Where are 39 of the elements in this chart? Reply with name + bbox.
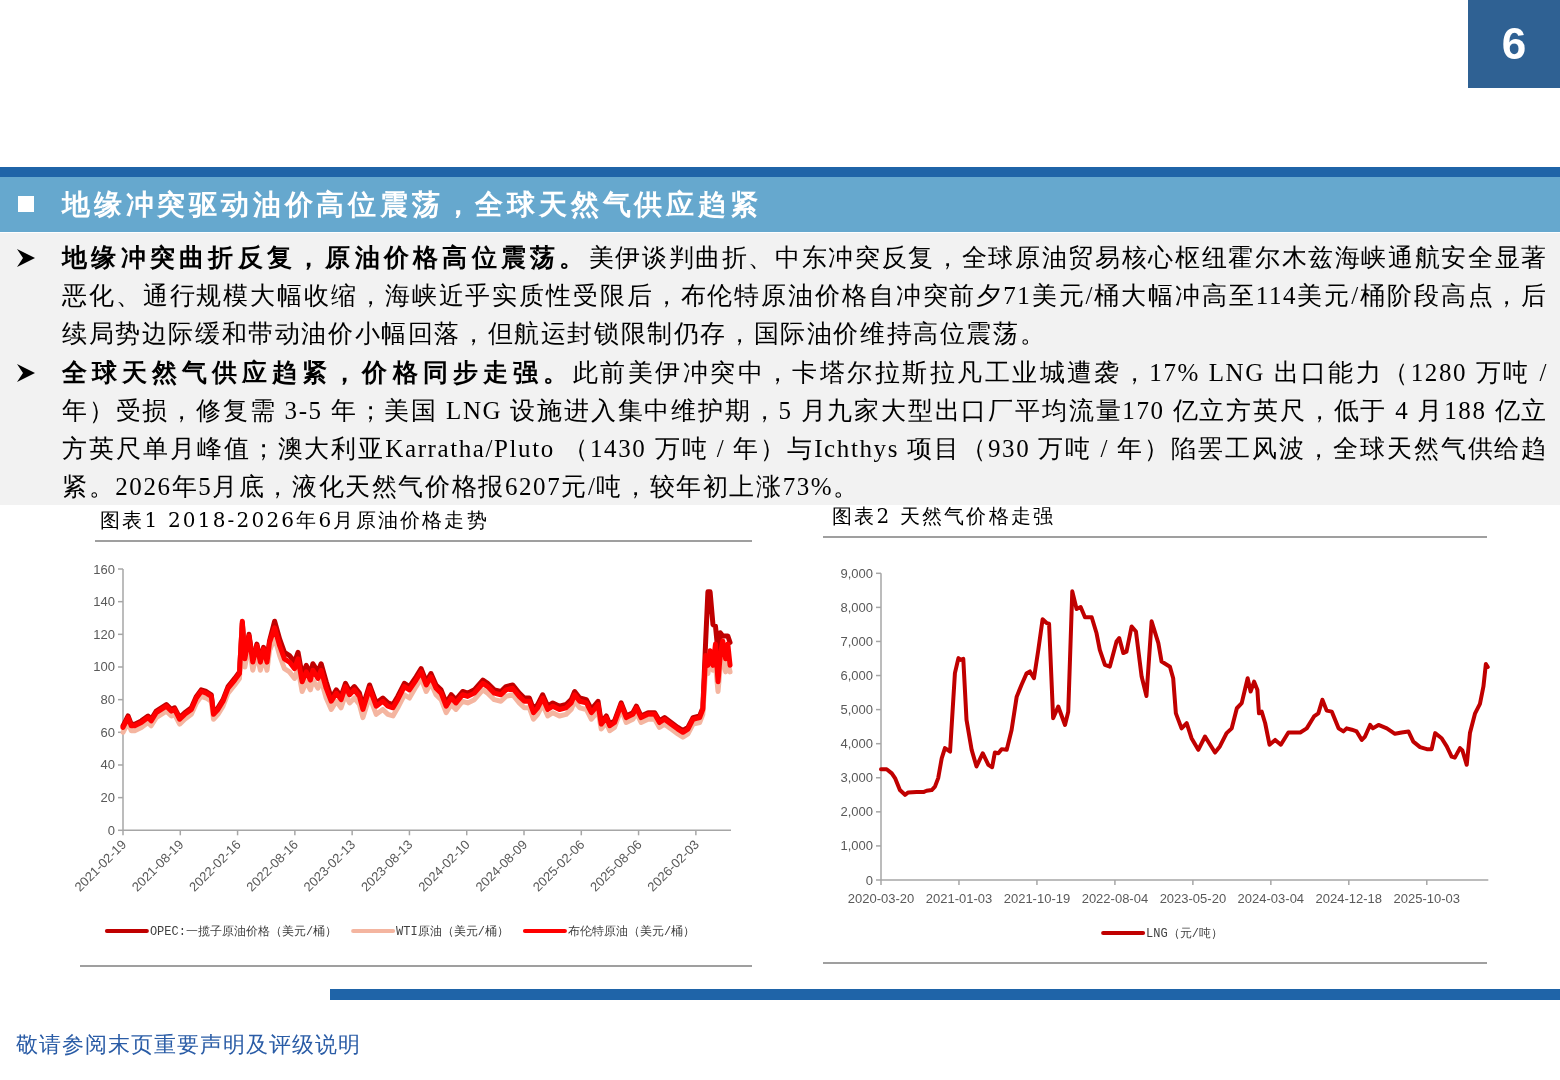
legend-label: LNG（元/吨） [1146, 927, 1223, 941]
y-tick-label: 140 [93, 594, 115, 610]
x-tick-label: 2022-08-04 [1081, 891, 1149, 906]
y-tick-label: 5,000 [840, 702, 873, 718]
y-tick-label: 20 [100, 790, 115, 806]
y-tick-label: 9,000 [840, 565, 873, 581]
x-tick-label: 2024-12-18 [1315, 891, 1383, 906]
y-tick-label: 4,000 [840, 736, 873, 752]
y-tick-label: 60 [100, 724, 115, 740]
x-tick-label: 2025-10-03 [1393, 891, 1461, 906]
y-tick-label: 2,000 [840, 804, 873, 820]
text: 地缘冲突驱动油价高位震荡，全球天然气供应趋紧 [62, 188, 762, 221]
x-tick-label: 2021-01-03 [925, 891, 993, 906]
line-series [879, 589, 1490, 797]
y-tick-label: 3,000 [840, 770, 873, 786]
text: 6 [1501, 19, 1527, 68]
y-tick-label: 100 [93, 659, 115, 675]
legend-label: 布伦特原油（美元/桶） [567, 924, 696, 939]
text: 全球天然气供应趋紧，价格同步走强。此前美伊冲突中，卡塔尔拉斯拉凡工业城遭袭，17% LNG 出口能力（1280 万吨 / 年）受损，修复需 3-5 年；美国 LNG 设施进入集中维护期，5 月九家大型出口厂平均流量170 亿立方英尺，低于 4 月188 亿立方英尺单月峰值；澳大利亚Karratha/Pluto （1430 万吨 / 年）与Ichthys 项目（930 万吨 / 年）陷罢工风波，全球天然气供给趋紧。2026年5月底，液化天然气价格报6207元/吨，较年初上涨73%。 [62, 358, 1549, 501]
text: 敬请参阅末页重要声明及评级说明 [16, 1032, 361, 1057]
chart-title: 图表1 2018-2026年6月原油价格走势 [100, 508, 489, 532]
y-tick-label: 80 [100, 692, 115, 708]
y-tick-label: 7,000 [840, 633, 873, 649]
y-tick-label: 120 [93, 626, 115, 642]
y-tick-label: 8,000 [840, 599, 873, 615]
legend-label: OPEC:一揽子原油价格（美元/桶） [149, 924, 338, 939]
y-tick-label: 6,000 [840, 668, 873, 684]
legend-label: WTI原油（美元/桶） [396, 924, 509, 939]
chart-title: 图表2 天然气价格走强 [832, 504, 1056, 528]
x-tick-label: 2024-03-04 [1237, 891, 1305, 906]
y-tick-label: 0 [865, 872, 873, 888]
x-tick-label: 2023-05-20 [1159, 891, 1227, 906]
y-tick-label: 160 [93, 561, 115, 577]
x-tick-label: 2020-03-20 [847, 891, 915, 906]
x-tick-label: 2021-10-19 [1003, 891, 1071, 906]
y-tick-label: 1,000 [840, 838, 873, 854]
y-tick-label: 40 [100, 757, 115, 773]
text: 地缘冲突曲折反复，原油价格高位震荡。美伊谈判曲折、中东冲突反复，全球原油贸易核心枢纽霍尔木兹海峡通航安全显著恶化、通行规模大幅收缩，海峡近乎实质性受限后，布伦特原油价格自冲突前夕71美元/桶大幅冲高至114美元/桶阶段高点，后续局势边际缓和带动油价小幅回落，但航运封锁限制仍存，国际油价维持高位震荡。 [62, 244, 1548, 348]
y-tick-label: 0 [107, 822, 115, 838]
